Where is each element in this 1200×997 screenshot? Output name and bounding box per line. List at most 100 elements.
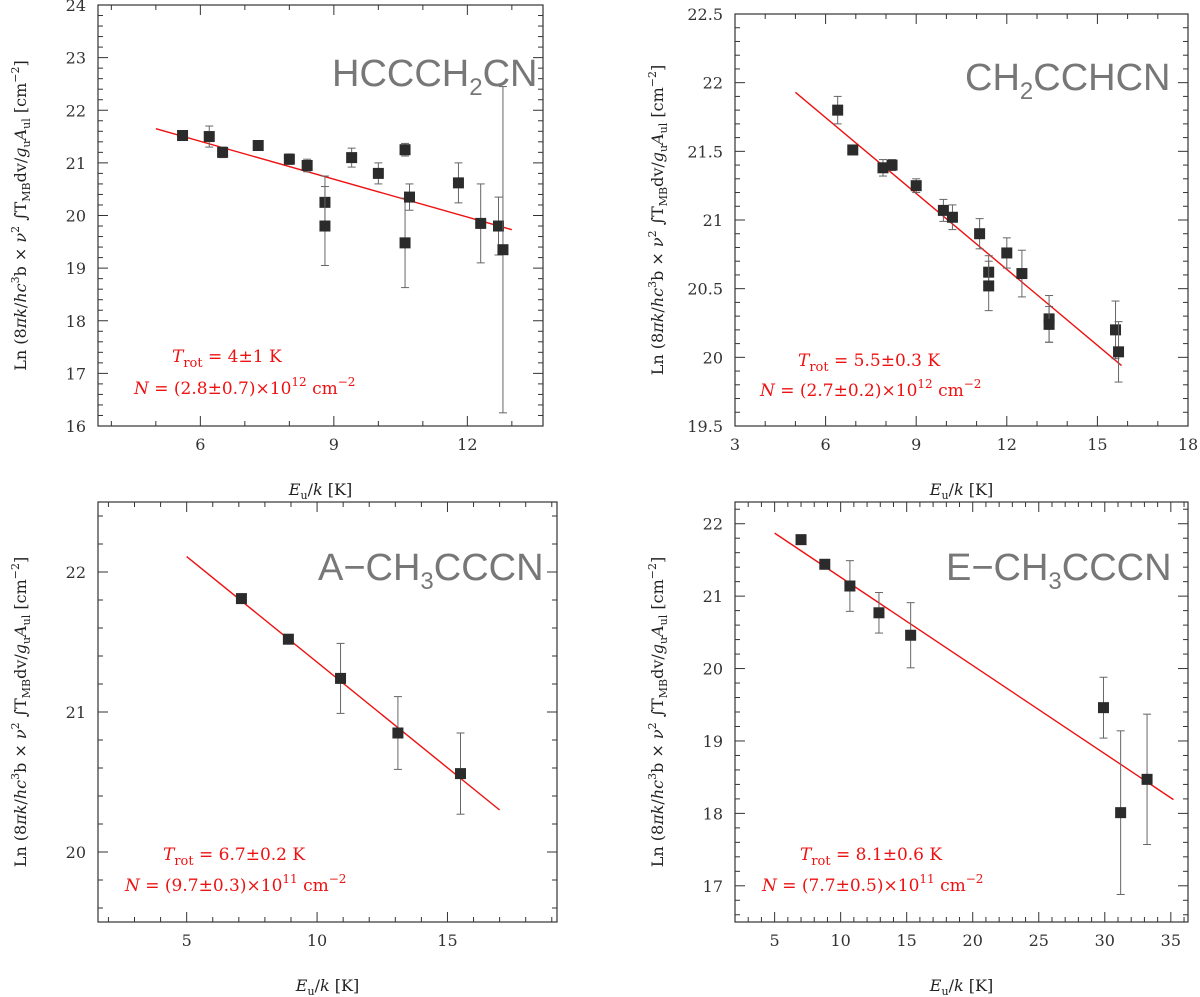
chart-panel-2: 3 6 9 12 15 18 19.5 20 20.5 21 21.5 22 22.5 CH2CCHCN T… [646, 5, 1198, 502]
x-axis-label: Eu/k [K] [295, 976, 359, 997]
x-axis-label: Eu/k [K] [929, 480, 993, 502]
y-tick-label: 21 [66, 154, 86, 173]
data-point [1113, 346, 1125, 358]
data-point [877, 162, 889, 174]
y-tick-label: 22.5 [687, 5, 723, 24]
data-point [983, 280, 995, 292]
column-density-annotation: N = (9.7±0.3)×1011 cm−2 [124, 872, 346, 896]
y-tick-label: 19 [66, 259, 86, 278]
data-point [475, 217, 487, 229]
data-point [346, 152, 358, 164]
y-tick-label: 20 [703, 660, 723, 679]
data-point [886, 159, 898, 171]
y-tick-label: 23 [66, 49, 86, 68]
y-tick-label: 17 [66, 364, 86, 383]
molecule-label: HCCCH2CN [332, 53, 537, 101]
data-point [392, 727, 404, 739]
data-point [1110, 324, 1122, 336]
x-axis-label: Eu/k [K] [929, 976, 993, 997]
column-density-annotation: N = (7.7±0.5)×1011 cm−2 [761, 872, 983, 896]
y-tick-label: 22 [703, 515, 723, 534]
y-tick-label: 20 [703, 348, 723, 367]
data-point [873, 607, 885, 619]
x-tick-label: 10 [307, 931, 327, 950]
data-point [203, 131, 215, 143]
y-tick-label: 21 [703, 587, 723, 606]
x-tick-label: 25 [1029, 931, 1049, 950]
y-tick-label: 21 [703, 211, 723, 230]
data-point [283, 153, 295, 165]
x-tick-label: 18 [1178, 435, 1198, 454]
chart-panel-4: 5 10 15 20 25 30 35 17 18 19 20 21 22 E−CH3CCCN Trot =… [646, 501, 1189, 997]
column-density-annotation: N = (2.7±0.2)×1012 cm−2 [759, 377, 981, 401]
y-axis-label: Ln (8πk/hc3b × ν2 ∫TMBdv/guAul [cm−2] [646, 65, 670, 375]
data-point [819, 558, 831, 570]
data-point [905, 629, 917, 641]
y-tick-label: 18 [66, 312, 86, 331]
plot-frame [97, 4, 544, 427]
y-axis-label: Ln (8πk/hc3b × ν2 ∫TMBdv/guAul [cm−2] [9, 60, 33, 370]
chart-panel-1: 6 9 12 16 17 18 19 20 21 22 23 24 HCCCH2CN Trot = 4±1… [9, 0, 544, 502]
molecule-label: E−CH3CCCN [946, 547, 1172, 595]
data-point [1141, 773, 1153, 785]
molecule-label: A−CH3CCCN [318, 547, 544, 595]
y-tick-label: 20.5 [687, 280, 723, 299]
y-tick-label: 22 [66, 563, 86, 582]
data-point [493, 220, 504, 232]
y-tick-label: 16 [66, 417, 86, 436]
data-point [1115, 807, 1127, 819]
y-tick-label: 22 [703, 74, 723, 93]
x-tick-label: 6 [821, 435, 831, 454]
data-point [217, 146, 229, 158]
data-point [974, 228, 986, 240]
x-tick-label: 9 [911, 435, 921, 454]
x-tick-label: 15 [1087, 435, 1107, 454]
trot-annotation: Trot = 6.7±0.2 K [163, 845, 305, 869]
y-tick-label: 19 [703, 732, 723, 751]
x-tick-label: 5 [182, 931, 192, 950]
data-point [301, 160, 313, 172]
data-point [844, 580, 856, 592]
data-point [937, 204, 949, 216]
data-point [235, 593, 247, 605]
fit-line [794, 91, 1123, 367]
y-tick-label: 21 [66, 703, 86, 722]
x-tick-label: 12 [457, 435, 477, 454]
x-axis-label: Eu/k [K] [288, 480, 352, 502]
trot-annotation: Trot = 5.5±0.3 K [798, 351, 940, 375]
y-tick-label: 24 [66, 0, 86, 15]
y-tick-label: 21.5 [687, 142, 723, 161]
y-tick-label: 20 [66, 207, 86, 226]
y-tick-label: 17 [703, 877, 723, 896]
chart-panel-3: 5 10 15 20 21 22 A−CH3CCCN Trot = 6.7±0.2 K N = … [9, 501, 558, 997]
data-point [404, 191, 415, 203]
molecule-label: CH2CCHCN [965, 57, 1170, 105]
y-tick-label: 22 [66, 101, 86, 120]
data-point [399, 144, 411, 156]
data-point [282, 633, 294, 645]
x-tick-label: 5 [770, 931, 780, 950]
x-tick-label: 20 [963, 931, 983, 950]
data-point [910, 180, 922, 192]
data-point [946, 211, 958, 223]
x-tick-label: 35 [1161, 931, 1181, 950]
trot-annotation: Trot = 4±1 K [172, 347, 282, 371]
fit-line [774, 532, 1174, 801]
data-point [252, 140, 264, 152]
data-point [177, 130, 189, 142]
data-point [399, 237, 411, 249]
x-tick-label: 30 [1095, 931, 1115, 950]
x-tick-label: 15 [897, 931, 917, 950]
x-tick-label: 10 [830, 931, 850, 950]
x-tick-label: 9 [329, 435, 339, 454]
y-tick-label: 19.5 [687, 417, 723, 436]
fit-line [155, 127, 513, 231]
data-point [335, 672, 347, 684]
y-tick-label: 18 [703, 804, 723, 823]
data-point [832, 104, 844, 116]
data-point [452, 177, 464, 189]
trot-annotation: Trot = 8.1±0.6 K [800, 845, 942, 869]
data-point [1001, 247, 1013, 259]
x-tick-label: 15 [437, 931, 457, 950]
data-point [847, 144, 859, 156]
